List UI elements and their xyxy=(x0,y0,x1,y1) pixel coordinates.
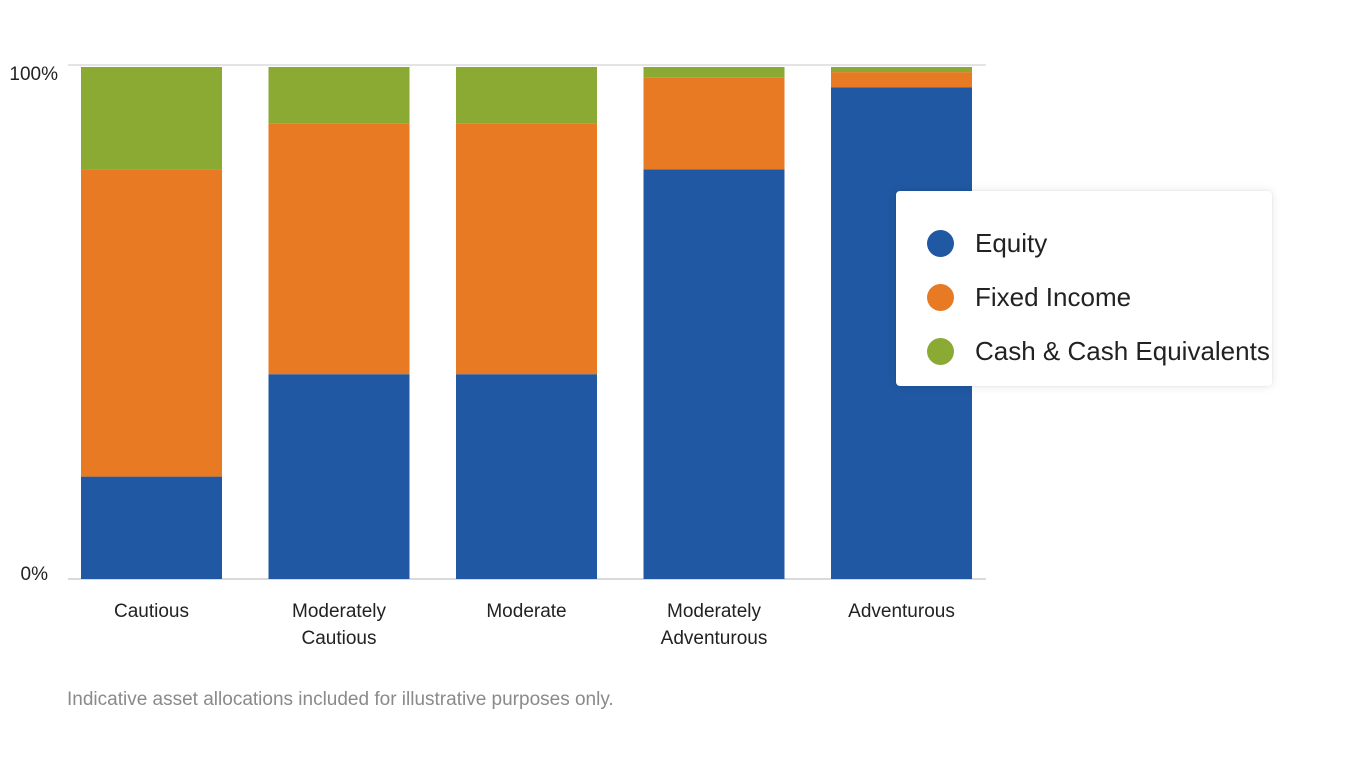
bar-segment-equity-2 xyxy=(456,374,597,579)
legend-item-fixed-income: Fixed Income xyxy=(896,270,1272,324)
legend-label-equity: Equity xyxy=(975,227,1048,258)
category-label-0-line-0: Cautious xyxy=(114,601,189,622)
y-tick-label-top: 100% xyxy=(9,64,58,85)
bar-segment-fixed-income-2 xyxy=(456,123,597,375)
bars-layer xyxy=(81,67,972,579)
footnote: Indicative asset allocations included fo… xyxy=(67,689,614,710)
bar-segment-fixed-income-1 xyxy=(268,123,410,375)
bar-segment-equity-1 xyxy=(268,374,410,579)
category-label-3-line-0: Moderately xyxy=(667,601,761,622)
bar-segment-equity-3 xyxy=(643,169,785,579)
category-labels: Cautious Moderately Cautious Moderate Modera… xyxy=(114,601,955,649)
bar-segment-cash-cash-equivalents-3 xyxy=(643,67,785,78)
legend-item-equity: Equity xyxy=(896,216,1272,270)
legend-swatch-equity xyxy=(927,229,954,257)
bar-segment-cash-cash-equivalents-2 xyxy=(456,67,597,124)
legend-label-cash: Cash & Cash Equivalents xyxy=(975,335,1270,366)
legend-swatch-fixed-income xyxy=(927,283,954,311)
bar-segment-fixed-income-3 xyxy=(643,77,785,170)
category-label-1-line-1: Cautious xyxy=(302,628,377,649)
bar-segment-cash-cash-equivalents-1 xyxy=(268,67,410,124)
bar-segment-fixed-income-0 xyxy=(81,169,222,477)
bar-segment-equity-0 xyxy=(81,476,222,579)
y-tick-label-bottom: 0% xyxy=(21,564,49,585)
bar-segment-fixed-income-4 xyxy=(831,72,972,88)
legend-item-cash: Cash & Cash Equivalents xyxy=(896,324,1272,378)
bar-segment-cash-cash-equivalents-4 xyxy=(831,67,972,73)
category-label-3-line-1: Adventurous xyxy=(661,628,768,649)
category-label-2-line-0: Moderate xyxy=(486,601,566,622)
legend-label-fixed-income: Fixed Income xyxy=(975,281,1132,312)
legend: Equity Fixed Income Cash & Cash Equivale… xyxy=(896,191,1272,386)
category-label-4-line-0: Adventurous xyxy=(848,601,955,622)
category-label-1-line-0: Moderately xyxy=(292,601,386,622)
legend-swatch-cash xyxy=(927,337,954,365)
bar-segment-cash-cash-equivalents-0 xyxy=(81,67,222,170)
